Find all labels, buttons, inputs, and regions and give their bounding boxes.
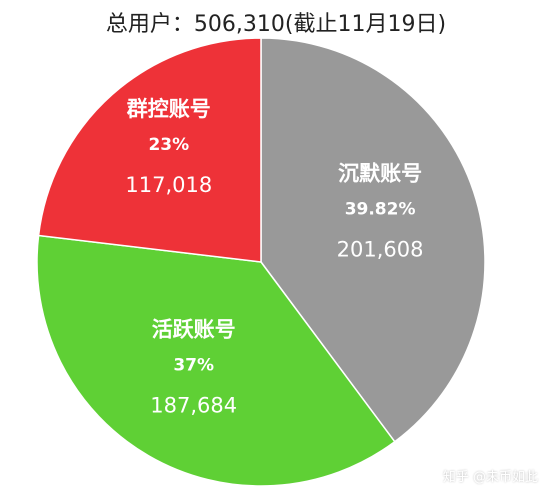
- slice-category-label: 沉默账号: [338, 162, 422, 186]
- pie-slice: [37, 37, 262, 263]
- pie-slice: [36, 234, 396, 487]
- slice-percent-label: 39.82%: [345, 200, 416, 220]
- watermark: 知乎 @未币如此: [442, 470, 538, 485]
- slice-percent-label: 37%: [173, 355, 214, 375]
- slice-value-label: 201,608: [337, 238, 424, 262]
- slice-category-label: 活跃账号: [152, 317, 236, 341]
- chart-title: 总用户：506,310(截止11月19日): [105, 12, 447, 37]
- pie-slice: [260, 37, 486, 443]
- slice-value-label: 117,018: [125, 173, 212, 197]
- slice-percent-label: 23%: [148, 135, 189, 155]
- slice-category-label: 群控账号: [127, 97, 211, 121]
- slice-value-label: 187,684: [150, 393, 237, 417]
